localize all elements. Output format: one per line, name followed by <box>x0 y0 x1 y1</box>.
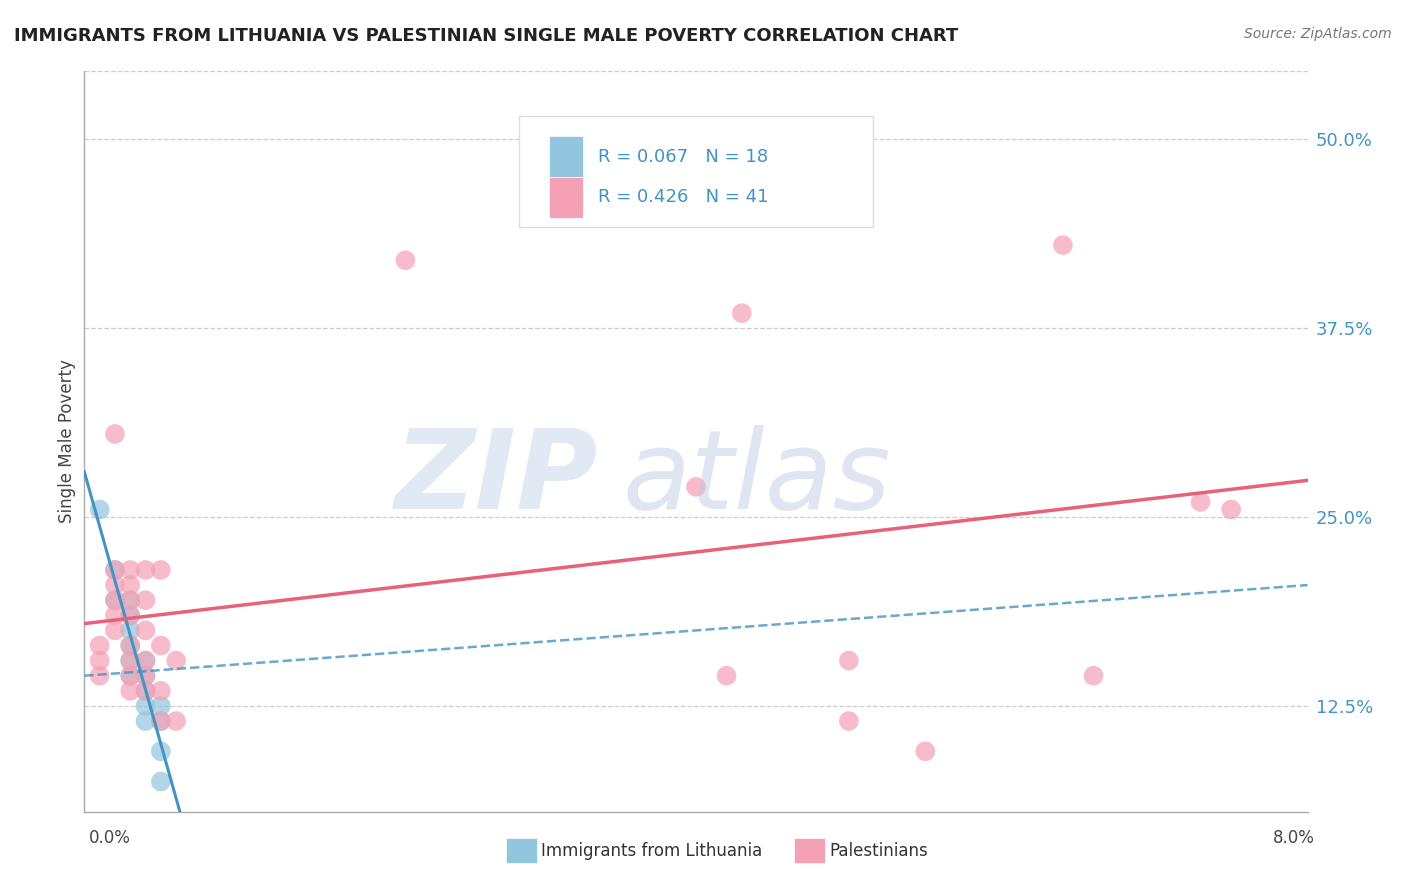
Point <box>838 654 860 668</box>
Text: Palestinians: Palestinians <box>830 842 928 860</box>
Point <box>120 654 142 668</box>
Point <box>165 714 187 728</box>
Point <box>104 427 127 442</box>
Text: atlas: atlas <box>623 425 891 532</box>
Point <box>394 253 416 268</box>
FancyBboxPatch shape <box>550 177 583 218</box>
Point <box>120 639 142 653</box>
Point <box>120 624 142 638</box>
Point <box>149 683 172 698</box>
FancyBboxPatch shape <box>519 116 873 227</box>
Text: ZIP: ZIP <box>395 425 598 532</box>
Point <box>104 624 127 638</box>
Text: Source: ZipAtlas.com: Source: ZipAtlas.com <box>1244 27 1392 41</box>
Point <box>120 578 142 592</box>
Point <box>89 669 111 683</box>
Point <box>89 654 111 668</box>
Point <box>1189 495 1212 509</box>
Point <box>120 608 142 623</box>
Text: R = 0.426   N = 41: R = 0.426 N = 41 <box>598 188 769 206</box>
Point <box>914 744 936 758</box>
Point <box>120 669 142 683</box>
Point <box>89 502 111 516</box>
Point <box>104 578 127 592</box>
Point <box>149 714 172 728</box>
Point <box>149 698 172 713</box>
Point <box>135 563 157 577</box>
Point <box>149 714 172 728</box>
Y-axis label: Single Male Poverty: Single Male Poverty <box>58 359 76 524</box>
Point <box>120 683 142 698</box>
Text: 8.0%: 8.0% <box>1272 829 1315 847</box>
Text: 0.0%: 0.0% <box>89 829 131 847</box>
Text: IMMIGRANTS FROM LITHUANIA VS PALESTINIAN SINGLE MALE POVERTY CORRELATION CHART: IMMIGRANTS FROM LITHUANIA VS PALESTINIAN… <box>14 27 959 45</box>
Point <box>120 593 142 607</box>
Point <box>149 774 172 789</box>
Text: R = 0.067   N = 18: R = 0.067 N = 18 <box>598 147 768 166</box>
Point <box>135 698 157 713</box>
Text: Immigrants from Lithuania: Immigrants from Lithuania <box>541 842 762 860</box>
Point <box>120 654 142 668</box>
Point <box>120 669 142 683</box>
Point <box>104 563 127 577</box>
Point <box>104 608 127 623</box>
Point <box>135 669 157 683</box>
Point <box>104 593 127 607</box>
Point <box>685 480 707 494</box>
Point <box>135 669 157 683</box>
Point <box>89 639 111 653</box>
Point <box>135 683 157 698</box>
Point <box>120 593 142 607</box>
Point <box>120 639 142 653</box>
Point <box>135 593 157 607</box>
Point <box>731 306 754 320</box>
Point <box>135 654 157 668</box>
Point <box>120 608 142 623</box>
Point <box>135 624 157 638</box>
Point <box>135 654 157 668</box>
Point <box>1052 238 1074 252</box>
Point <box>165 654 187 668</box>
Point <box>135 683 157 698</box>
Point <box>135 714 157 728</box>
Point <box>1083 669 1105 683</box>
Point <box>120 563 142 577</box>
Point <box>609 193 631 207</box>
Point <box>716 669 738 683</box>
FancyBboxPatch shape <box>550 136 583 177</box>
Point <box>104 563 127 577</box>
Point <box>838 714 860 728</box>
Point <box>149 744 172 758</box>
Point <box>149 639 172 653</box>
Point <box>149 563 172 577</box>
Point <box>1220 502 1243 516</box>
Point <box>104 593 127 607</box>
